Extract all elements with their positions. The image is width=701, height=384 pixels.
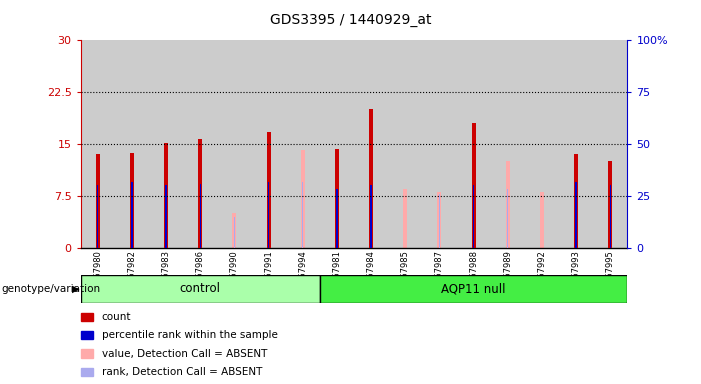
Bar: [576, 182, 577, 248]
Bar: [115, 40, 149, 248]
Text: value, Detection Call = ABSENT: value, Detection Call = ABSENT: [102, 349, 267, 359]
Bar: [164, 142, 168, 248]
Bar: [301, 149, 305, 248]
Bar: [266, 132, 271, 248]
Bar: [491, 40, 525, 248]
Bar: [232, 213, 236, 248]
Bar: [472, 123, 476, 248]
Bar: [507, 189, 508, 248]
Text: GDS3395 / 1440929_at: GDS3395 / 1440929_at: [270, 13, 431, 27]
Bar: [217, 40, 252, 248]
Bar: [608, 161, 613, 248]
Text: rank, Detection Call = ABSENT: rank, Detection Call = ABSENT: [102, 367, 262, 377]
Bar: [610, 185, 611, 248]
Bar: [437, 192, 442, 248]
Text: AQP11 null: AQP11 null: [442, 283, 506, 295]
Bar: [369, 109, 373, 248]
Bar: [320, 40, 354, 248]
Bar: [403, 189, 407, 248]
Text: genotype/variation: genotype/variation: [1, 284, 100, 294]
Bar: [354, 40, 388, 248]
Bar: [95, 154, 100, 248]
Bar: [198, 139, 203, 248]
Bar: [320, 275, 627, 303]
Bar: [525, 40, 559, 248]
Bar: [540, 192, 544, 248]
Bar: [574, 154, 578, 248]
Bar: [388, 40, 422, 248]
Text: count: count: [102, 312, 131, 322]
Bar: [302, 182, 304, 248]
Bar: [593, 40, 627, 248]
Bar: [81, 275, 320, 303]
Bar: [422, 40, 456, 248]
Bar: [335, 149, 339, 248]
Bar: [473, 185, 475, 248]
Bar: [370, 185, 372, 248]
Bar: [336, 189, 338, 248]
Bar: [97, 185, 98, 248]
Bar: [439, 194, 440, 248]
Bar: [81, 40, 115, 248]
Bar: [505, 161, 510, 248]
Bar: [268, 182, 269, 248]
Text: control: control: [179, 283, 221, 295]
Bar: [183, 40, 217, 248]
Bar: [131, 182, 132, 248]
Bar: [233, 217, 235, 248]
Text: ▶: ▶: [72, 284, 79, 294]
Bar: [456, 40, 491, 248]
Bar: [200, 184, 201, 248]
Bar: [165, 185, 167, 248]
Bar: [130, 153, 134, 248]
Bar: [252, 40, 286, 248]
Text: percentile rank within the sample: percentile rank within the sample: [102, 330, 278, 340]
Bar: [286, 40, 320, 248]
Bar: [149, 40, 183, 248]
Bar: [559, 40, 593, 248]
